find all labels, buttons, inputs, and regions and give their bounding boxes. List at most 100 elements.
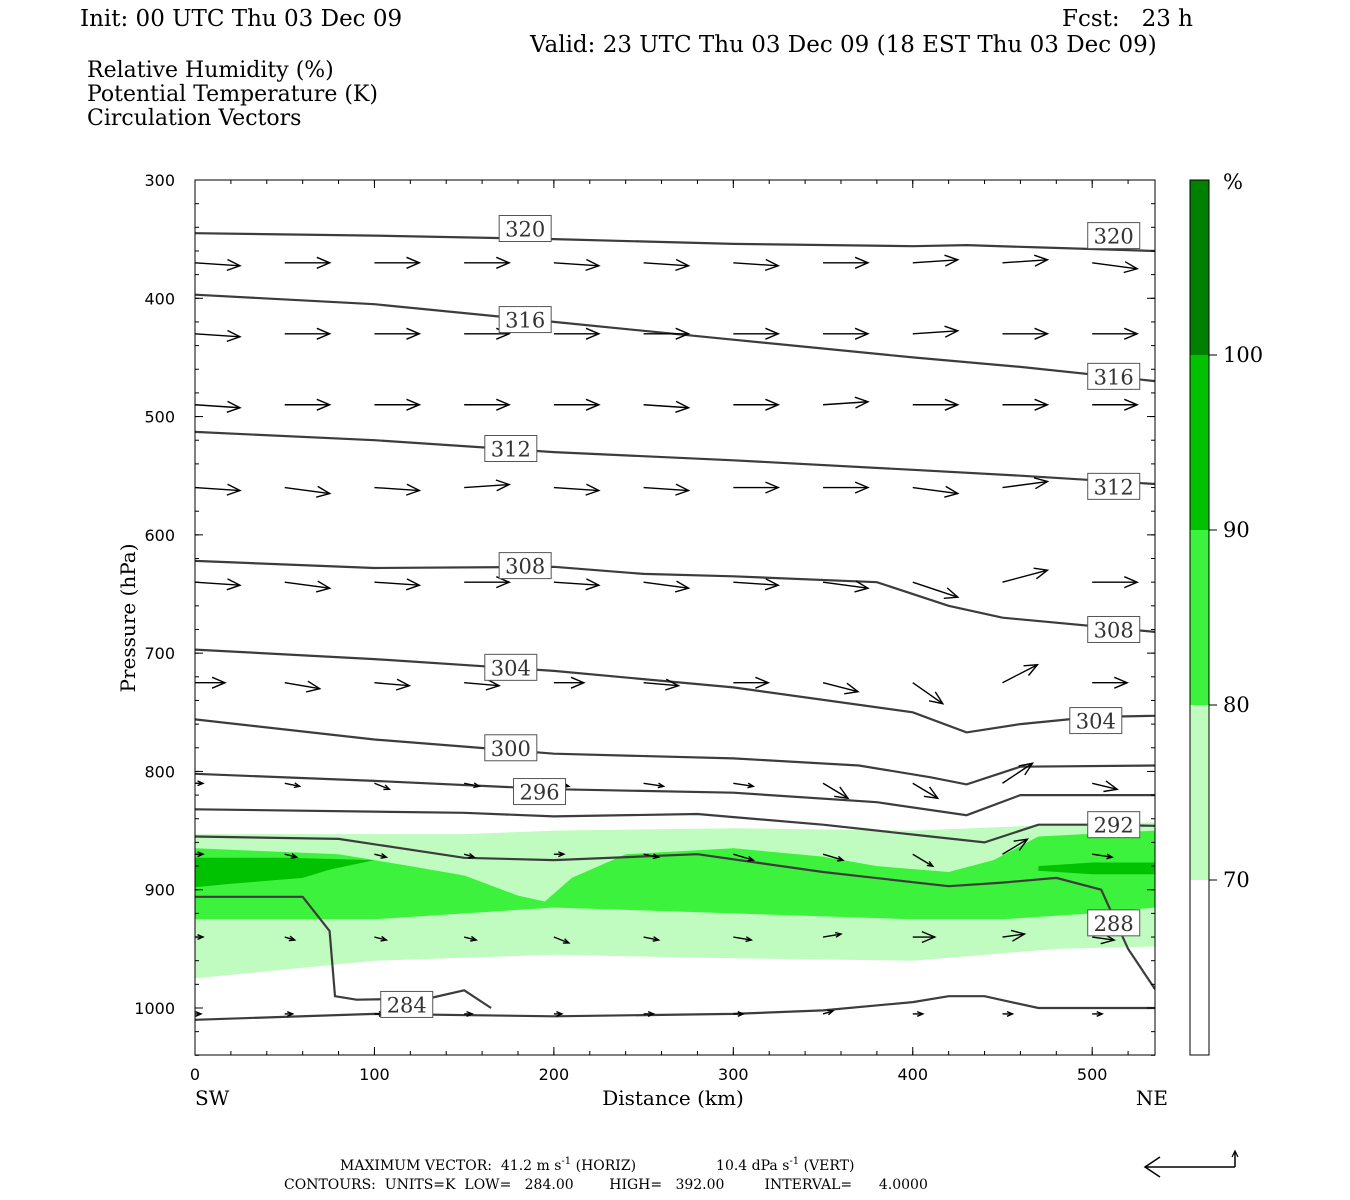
y-tick-label: 300 xyxy=(144,171,175,190)
circulation-vector xyxy=(464,398,511,411)
circulation-vector xyxy=(733,327,781,340)
circulation-vector xyxy=(553,398,601,411)
contour-label-316: 316 xyxy=(1094,365,1134,389)
circulation-vector xyxy=(195,258,242,272)
colorbar-level-label: 70 xyxy=(1223,868,1250,892)
circulation-vector xyxy=(553,327,601,340)
isentrope-316 xyxy=(195,293,1155,383)
circulation-vector xyxy=(284,680,322,693)
max-vector-text: MAXIMUM VECTOR: 41.2 m s-1 (HORIZ) 10.4 d… xyxy=(340,1156,854,1174)
circulation-vector xyxy=(733,936,754,943)
circulation-vector xyxy=(643,1010,656,1017)
circulation-vector xyxy=(1092,261,1139,274)
circulation-vector xyxy=(284,853,299,859)
isentrope-284 xyxy=(195,895,492,1009)
circulation-vector xyxy=(1002,477,1050,490)
circulation-vector xyxy=(195,676,227,689)
colorbar-level-label: 100 xyxy=(1223,343,1263,367)
circulation-vector xyxy=(195,400,242,413)
isentrope-308 xyxy=(195,559,1155,633)
colorbar-segment xyxy=(1190,355,1209,530)
contour-label-304: 304 xyxy=(491,656,531,680)
y-axis-label: Pressure (hPa) xyxy=(116,544,140,693)
contour-label-box xyxy=(484,653,538,681)
circulation-vector xyxy=(464,678,502,691)
contour-label-box xyxy=(513,778,567,806)
circulation-vector xyxy=(1002,929,1027,942)
circulation-vector xyxy=(643,580,691,593)
circulation-vector xyxy=(284,782,302,789)
x-tick-label: 500 xyxy=(1077,1065,1108,1084)
colorbar-segment xyxy=(1190,530,1209,705)
circulation-vector xyxy=(284,256,332,269)
x-tick-label: 100 xyxy=(359,1065,390,1084)
isentrope-304 xyxy=(195,648,1155,734)
valid-time-label: Valid: 23 UTC Thu 03 Dec 09 (18 EST Thu … xyxy=(529,32,1157,58)
legend-rh: Relative Humidity (%) xyxy=(87,58,334,83)
circulation-vector xyxy=(822,1009,835,1016)
circulation-vector xyxy=(1002,254,1050,267)
circulation-vector xyxy=(195,780,205,787)
circulation-vector xyxy=(733,398,781,411)
circulation-vector xyxy=(374,256,422,269)
contour-label-box xyxy=(1069,707,1123,735)
circulation-vector xyxy=(464,782,481,789)
circulation-vector xyxy=(374,327,422,340)
circulation-vector xyxy=(553,483,601,496)
circulation-vector xyxy=(643,936,661,942)
colorbar-segment xyxy=(1190,180,1209,355)
colorbar-level-label: 90 xyxy=(1223,518,1250,542)
rh-colorbar: 70 80 90 100 xyxy=(1189,179,1263,1056)
axis-layer: 0 100 200 300 400 500 300 400 500 600 700 800 900 100… xyxy=(134,171,1155,1084)
circulation-vector xyxy=(463,935,478,942)
circulation-vector xyxy=(284,485,332,498)
contour-label-box xyxy=(1087,222,1141,250)
circulation-vector xyxy=(1002,663,1040,684)
circulation-vector xyxy=(733,258,781,272)
circulation-vector xyxy=(1092,327,1139,340)
circulation-vector xyxy=(1002,838,1030,855)
circulation-vector xyxy=(464,256,511,269)
contour-label-292: 292 xyxy=(1094,814,1134,838)
contour-label-box xyxy=(498,552,552,580)
contour-label-320: 320 xyxy=(1094,225,1134,249)
circulation-vector xyxy=(912,782,940,800)
x-tick-label: 400 xyxy=(897,1065,928,1084)
contour-label-284: 284 xyxy=(387,993,427,1017)
isentrope-312 xyxy=(195,430,1155,486)
circulation-vector xyxy=(823,256,870,269)
circulation-vector xyxy=(912,398,960,411)
contour-label-296: 296 xyxy=(519,781,559,805)
circulation-vector xyxy=(822,682,860,695)
circulation-vector xyxy=(1002,398,1050,411)
contour-label-box xyxy=(498,306,552,334)
circulation-vector xyxy=(823,481,870,494)
circulation-vector xyxy=(1002,1010,1015,1017)
circulation-vector xyxy=(1092,398,1139,411)
circulation-vector xyxy=(464,1010,475,1017)
circulation-vector xyxy=(284,935,297,942)
x-tick-label: 300 xyxy=(718,1065,749,1084)
circulation-vector xyxy=(643,853,661,860)
forecast-hour-label: Fcst: 23 h xyxy=(1062,6,1193,32)
circulation-vector xyxy=(195,851,205,858)
contours-info-text: CONTOURS: UNITS=K LOW= 284.00 HIGH= 392.… xyxy=(284,1177,928,1193)
contour-label-312: 312 xyxy=(1094,475,1134,499)
circulation-vector xyxy=(553,1010,564,1017)
legend-theta: Potential Temperature (K) xyxy=(87,82,378,107)
contour-label-layer: 320 320 316 316 312 312 308 308 304 304 300 296 292 2… xyxy=(380,214,1141,1018)
circulation-vector xyxy=(374,678,412,691)
theta-contour-layer xyxy=(195,232,1155,1021)
y-tick-label: 1000 xyxy=(134,999,175,1018)
contour-label-box xyxy=(1087,811,1141,839)
circulation-vector xyxy=(553,851,566,858)
circulation-vector xyxy=(912,485,960,498)
circulation-vector xyxy=(1002,762,1035,784)
y-tick-label: 400 xyxy=(144,289,175,308)
circulation-vector xyxy=(374,398,422,411)
circulation-vector xyxy=(733,676,771,689)
contour-label-box xyxy=(498,214,552,242)
circulation-vector xyxy=(463,852,476,859)
circulation-vector xyxy=(195,329,242,343)
circulation-vector xyxy=(643,678,681,691)
